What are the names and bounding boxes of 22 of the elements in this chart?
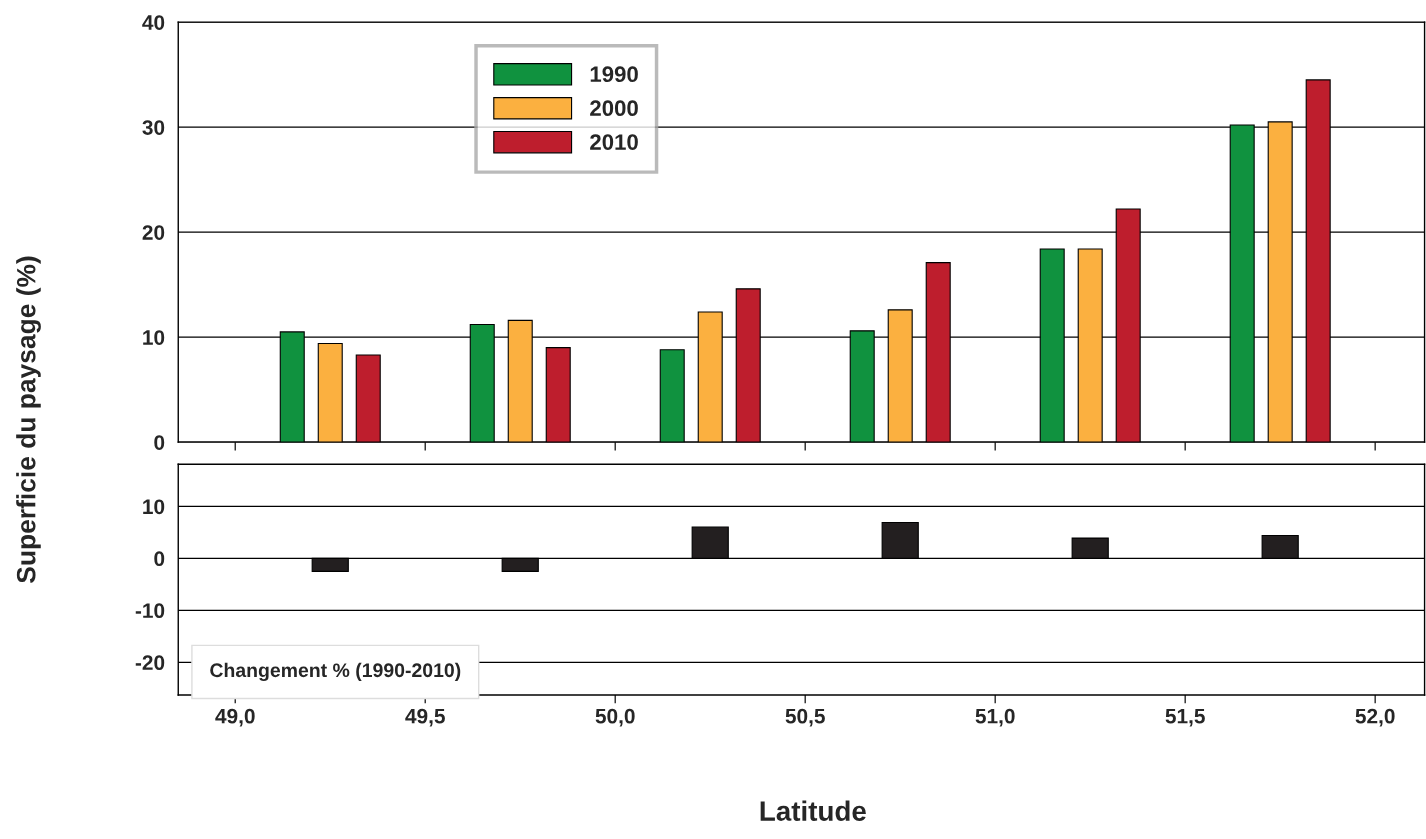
y-tick-label: -20: [135, 655, 165, 671]
x-tick-label: 49,0: [215, 708, 255, 727]
y-tick-label: 0: [154, 435, 165, 450]
legend-label: 2000: [590, 100, 638, 117]
x-tick-label: 50,5: [785, 708, 825, 727]
y-tick-label: -10: [135, 603, 165, 619]
y-tick-label: 0: [154, 551, 165, 567]
x-tick-label: 52,0: [1355, 708, 1395, 727]
legend-label: 1990: [590, 66, 638, 83]
x-tick-label: 51,0: [975, 708, 1015, 727]
y-tick-label: 10: [143, 499, 165, 515]
x-axis-title: Latitude: [760, 800, 866, 821]
y-tick-label: 10: [143, 330, 165, 345]
x-tick-label: 51,5: [1165, 708, 1205, 727]
y-tick-label: 20: [142, 225, 165, 240]
y-tick-label: 30: [142, 120, 165, 135]
x-tick-label: 49,5: [405, 708, 445, 727]
annotation: Changement % (1990-2010): [210, 662, 461, 682]
y-tick-label: 40: [142, 15, 165, 30]
legend-label: 2010: [590, 134, 638, 150]
x-tick-label: 50,0: [595, 708, 635, 727]
y-axis-title: Superficie du paysage (%): [16, 256, 41, 583]
